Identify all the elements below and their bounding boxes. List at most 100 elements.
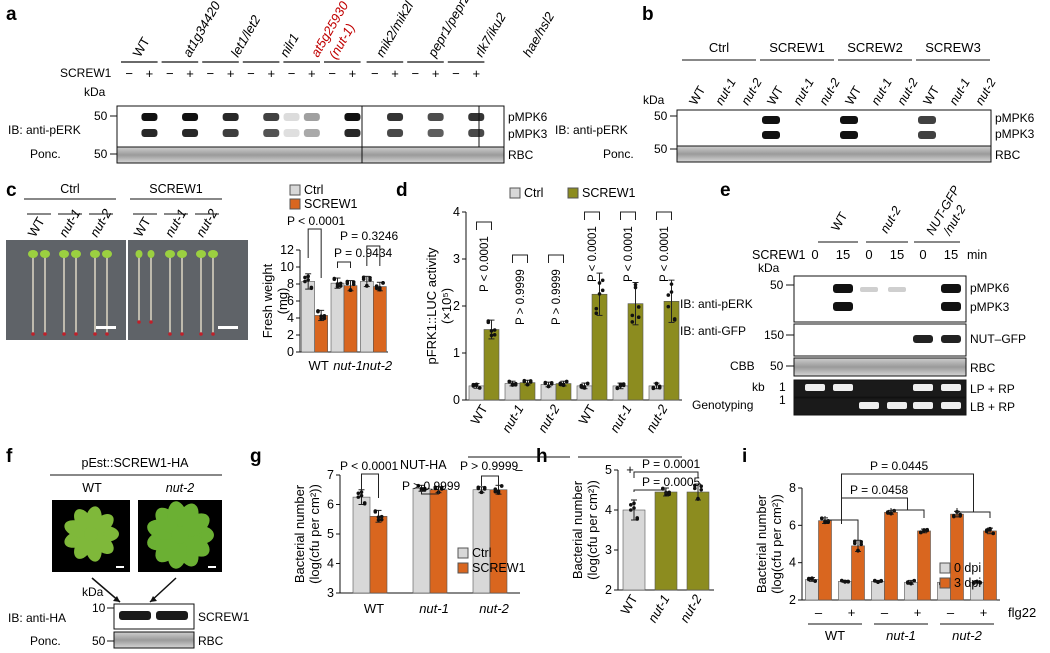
data-point <box>585 381 590 386</box>
y-tick-label: 6 <box>327 498 334 512</box>
band <box>918 116 936 124</box>
genotype-label: nilr1 <box>277 31 302 60</box>
y-axis-label: Bacterial number <box>754 494 769 593</box>
bar <box>483 329 500 401</box>
row-label-cbb: CBB <box>730 359 755 373</box>
ponc-label: Ponc. <box>603 147 634 161</box>
panel-e-blot: WT nut-2 NUT-GFP /nut-2 SCREW1 0 15 0 15 0 15… <box>680 183 1026 416</box>
band <box>141 129 158 137</box>
x-tick-label: nut-2 <box>643 401 671 435</box>
data-point <box>597 292 602 296</box>
sig-bracket <box>824 516 859 540</box>
band <box>941 284 961 293</box>
p-value: P > 0.9999 <box>551 269 563 325</box>
bar <box>330 282 345 353</box>
marker-50: 50 <box>770 359 784 373</box>
legend-label: SCREW1 <box>582 186 636 200</box>
data-point <box>696 497 700 501</box>
bar <box>301 281 315 353</box>
data-point <box>988 527 992 532</box>
group-label: SCREW2 <box>847 40 903 55</box>
band <box>387 113 404 121</box>
data-point <box>374 286 379 291</box>
seedling-leaf <box>135 250 143 258</box>
sign-label: − <box>247 66 255 81</box>
data-point <box>471 382 476 387</box>
seedling-leaf <box>165 250 175 258</box>
p-value: P > 0.9999 <box>402 479 460 493</box>
group-label: SCREW1 <box>769 40 825 55</box>
band <box>222 129 239 137</box>
data-point <box>338 284 343 288</box>
band-label-screw1: SCREW1 <box>198 610 250 624</box>
bar <box>360 281 374 353</box>
data-point <box>376 518 381 522</box>
band <box>918 131 936 139</box>
data-point <box>985 528 989 532</box>
ib-label: IB: anti-pERK <box>8 123 81 137</box>
y-tick-label: 8 <box>287 277 294 291</box>
construct-label: pEst::SCREW1-HA <box>82 456 190 470</box>
kda-label: kDa <box>643 93 665 107</box>
y-tick-label: 10 <box>280 260 294 274</box>
data-point <box>699 484 703 489</box>
band <box>303 129 320 137</box>
y-tick-label: 2 <box>789 593 796 607</box>
data-point <box>859 540 863 544</box>
bar <box>838 581 852 601</box>
lane-label: nut-2 <box>972 76 998 108</box>
y-tick-label: 2 <box>453 299 460 313</box>
band <box>427 129 444 137</box>
rosette-leaf <box>181 513 210 537</box>
ponc-frame <box>116 146 505 164</box>
gel-band <box>913 384 933 391</box>
data-point <box>489 333 494 338</box>
gfp-blot-frame <box>793 323 967 357</box>
bar <box>805 579 819 601</box>
sign-label: + <box>146 66 154 81</box>
data-point <box>889 511 893 515</box>
band-label-lb-rp: LB + RP <box>970 400 1015 414</box>
data-point <box>669 290 674 294</box>
p-value: P = 0.0458 <box>850 483 908 497</box>
data-point <box>810 577 814 581</box>
data-point <box>925 528 929 533</box>
data-point <box>909 581 913 585</box>
y-axis-label: Bacterial number <box>292 484 307 583</box>
lane-label: nut-1 <box>868 76 894 108</box>
bar <box>472 489 491 594</box>
data-point <box>351 280 356 284</box>
bar <box>352 496 371 594</box>
sign-label: − <box>412 66 420 81</box>
y-tick-label: 2 <box>287 328 294 342</box>
x-tick-label: WT <box>309 358 329 373</box>
data-point <box>636 315 641 319</box>
y-tick-label: 3 <box>327 586 334 600</box>
bar <box>373 286 387 353</box>
ponc-label: Ponc. <box>30 147 61 161</box>
kb-label: kb <box>752 380 765 394</box>
data-point <box>356 491 361 496</box>
data-point <box>522 379 527 384</box>
y-tick-label: 2 <box>605 583 612 597</box>
legend-label: Ctrl <box>472 546 491 560</box>
arrow-head <box>113 596 120 602</box>
sig-bracket <box>841 473 974 520</box>
photo-lane-label: nut-2 <box>193 206 221 240</box>
band-faint <box>860 287 878 292</box>
gel-band <box>833 384 853 391</box>
x-tick-label: nut-1 <box>499 402 527 435</box>
panel-a-signs: − + − + − + − + − + − + − + − + − + <box>125 66 480 81</box>
legend-label: Ctrl <box>524 186 543 200</box>
bar <box>917 530 931 601</box>
sig-bracket <box>890 508 925 518</box>
data-point <box>549 380 554 385</box>
photo-group-ctrl: Ctrl <box>60 182 79 196</box>
panel-a-blot: WT at1g34420 let1/let2 nilr1 at5g25930 (… <box>8 0 558 164</box>
legend-label: SCREW1 <box>304 197 358 211</box>
data-point <box>600 278 605 283</box>
data-point <box>856 549 860 553</box>
y-tick-label: 4 <box>453 205 460 219</box>
time-label: 15 <box>836 247 850 262</box>
sign-label: + <box>267 66 275 81</box>
